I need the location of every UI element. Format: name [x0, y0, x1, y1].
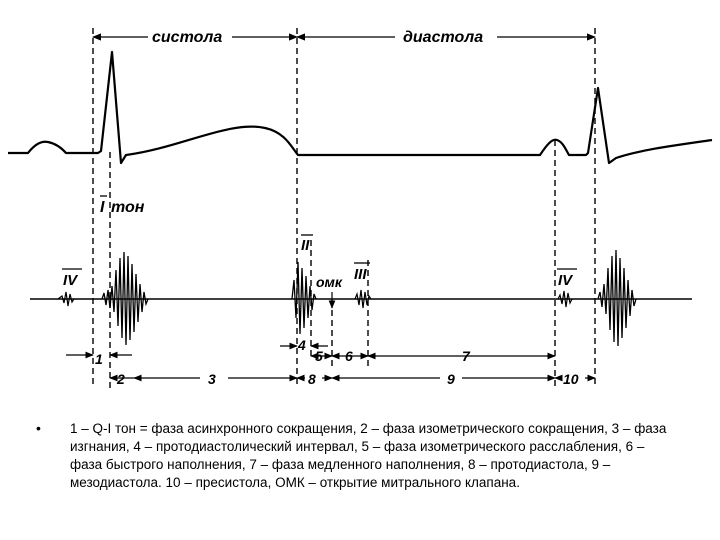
tone4-left-label: IV — [63, 272, 79, 289]
diastole-label: диастола — [403, 29, 483, 46]
phase-guide-lines — [92, 28, 596, 388]
tone1-repeat-waveform — [597, 249, 637, 347]
omk-label: омк — [316, 274, 343, 290]
interval-10-label: 10 — [563, 371, 579, 387]
interval-7-label: 7 — [462, 348, 471, 364]
tone2-label: II — [301, 237, 310, 254]
interval-1-label: 1 — [95, 351, 103, 367]
interval-3-label: 3 — [208, 371, 216, 387]
caption-bullet: • — [36, 420, 41, 436]
interval-4-label: 4 — [297, 337, 306, 353]
interval-6-label: 6 — [345, 348, 353, 364]
tone2-waveform — [291, 261, 317, 335]
tone3-waveform — [354, 289, 372, 309]
tone1-word-label: тон — [111, 199, 145, 216]
caption-text: 1 – Q-I тон = фаза асинхронного сокращен… — [70, 421, 667, 490]
tone4-left-waveform — [57, 291, 75, 307]
interval-8-label: 8 — [308, 371, 316, 387]
systole-label: систола — [152, 29, 222, 46]
tone4-right-waveform — [557, 290, 573, 308]
interval-5-label: 5 — [315, 348, 323, 364]
cardiac-cycle-diagram: систола диастола IV I тон II омк III IV — [8, 28, 713, 388]
interval-arrows — [66, 342, 596, 382]
interval-9-label: 9 — [447, 371, 455, 387]
tone1-waveform — [101, 251, 149, 346]
ecg-trace — [8, 50, 713, 165]
tone3-label: III — [354, 266, 367, 283]
tone4-right-label: IV — [558, 272, 574, 289]
interval-2-label: 2 — [116, 371, 125, 387]
tone1-roman-label: I — [100, 199, 105, 216]
